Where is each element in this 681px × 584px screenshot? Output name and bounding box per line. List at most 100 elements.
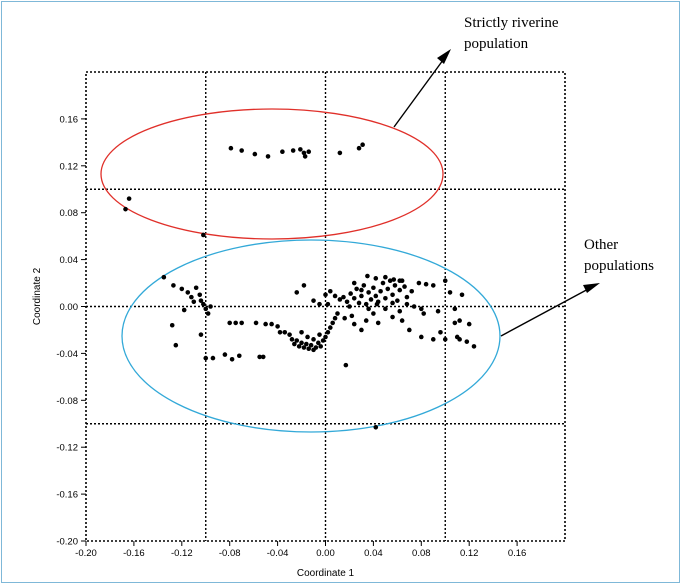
data-point-3	[265, 154, 271, 159]
annotation-riverine-arrow	[393, 55, 447, 128]
data-point-63	[320, 338, 326, 343]
data-point-6	[298, 147, 303, 152]
data-point-37	[236, 353, 242, 359]
data-point-113	[397, 278, 403, 284]
data-point-49	[287, 332, 292, 337]
x-tick-label-4: -0.04	[267, 548, 289, 559]
data-point-144	[447, 290, 453, 295]
data-point-148	[442, 337, 448, 342]
data-point-31	[173, 342, 179, 348]
other-populations-ellipse	[121, 239, 501, 433]
annotation-riverine-line-1: Strictly riverine	[464, 15, 559, 31]
data-point-93	[378, 288, 383, 294]
data-point-88	[366, 290, 371, 295]
data-point-126	[349, 313, 355, 319]
data-point-34	[210, 355, 216, 361]
data-point-84	[356, 300, 362, 306]
data-point-64	[323, 334, 328, 340]
data-point-45	[269, 321, 274, 327]
data-point-75	[323, 292, 328, 298]
data-point-29	[181, 307, 187, 313]
data-point-55	[301, 345, 307, 350]
data-point-83	[354, 286, 359, 292]
riverine-population-ellipse	[100, 108, 444, 240]
data-point-131	[375, 320, 381, 326]
data-point-121	[404, 301, 410, 307]
data-point-36	[229, 356, 235, 362]
data-point-79	[341, 294, 346, 300]
data-point-50	[289, 337, 295, 342]
data-point-74	[311, 298, 316, 303]
x-tick-label-7: 0.08	[412, 548, 431, 559]
data-point-122	[411, 304, 417, 309]
data-point-28	[191, 299, 197, 305]
data-point-4	[280, 149, 285, 155]
data-point-143	[442, 278, 448, 284]
data-point-107	[423, 281, 429, 287]
annotation-riverine-line-2: population	[464, 36, 529, 52]
data-point-42	[263, 321, 268, 327]
data-point-58	[308, 342, 314, 348]
annotation-riverine-arrowhead	[437, 49, 451, 64]
data-point-96	[385, 286, 391, 292]
x-tick-label-2: -0.12	[171, 548, 193, 559]
data-point-78	[337, 297, 343, 302]
data-point-22	[197, 292, 203, 298]
data-point-138	[457, 318, 462, 323]
data-point-76	[327, 288, 333, 294]
data-point-65	[325, 329, 331, 335]
data-points	[123, 142, 477, 430]
data-point-18	[179, 286, 185, 292]
data-point-95	[383, 295, 388, 301]
data-point-153	[301, 283, 307, 288]
data-point-109	[365, 273, 370, 279]
data-point-108	[430, 283, 436, 288]
data-point-130	[371, 311, 376, 316]
data-point-112	[391, 277, 397, 282]
data-point-56	[304, 341, 309, 347]
data-point-66	[327, 325, 333, 330]
gridlines	[86, 72, 565, 541]
data-point-118	[383, 306, 388, 312]
data-point-119	[390, 300, 395, 306]
data-point-38	[227, 320, 232, 326]
data-point-13	[126, 196, 132, 201]
data-point-52	[294, 338, 300, 343]
y-tick-label-0: 0.16	[60, 114, 79, 125]
data-point-2	[252, 151, 258, 157]
data-point-139	[466, 321, 472, 327]
group-ellipses	[100, 108, 501, 433]
data-point-17	[171, 283, 176, 288]
data-point-7	[301, 150, 307, 156]
data-point-129	[363, 318, 369, 323]
annotation-other-line-1: Other	[584, 237, 618, 253]
data-point-51	[292, 341, 297, 347]
data-point-16	[161, 274, 167, 280]
data-point-60	[313, 345, 319, 350]
data-point-23	[198, 298, 204, 303]
data-point-104	[404, 294, 410, 300]
data-point-105	[409, 288, 415, 294]
data-point-35	[222, 352, 228, 357]
data-point-41	[253, 320, 259, 326]
data-point-44	[260, 354, 266, 360]
data-point-100	[395, 298, 400, 303]
data-point-19	[185, 290, 191, 295]
data-point-154	[317, 301, 322, 307]
data-point-43	[257, 354, 262, 360]
data-point-68	[332, 315, 338, 321]
x-tick-label-5: 0.00	[316, 548, 335, 559]
data-point-98	[390, 292, 395, 298]
data-point-0	[228, 145, 234, 151]
data-point-11	[356, 145, 362, 151]
data-point-26	[205, 311, 211, 316]
data-point-124	[347, 304, 352, 309]
data-point-61	[316, 340, 321, 346]
y-tick-label-8: -0.16	[56, 490, 78, 501]
data-point-40	[239, 320, 244, 326]
data-point-48	[282, 329, 288, 335]
data-point-94	[380, 280, 386, 286]
y-tick-label-7: -0.12	[56, 443, 78, 454]
data-point-73	[317, 332, 322, 337]
